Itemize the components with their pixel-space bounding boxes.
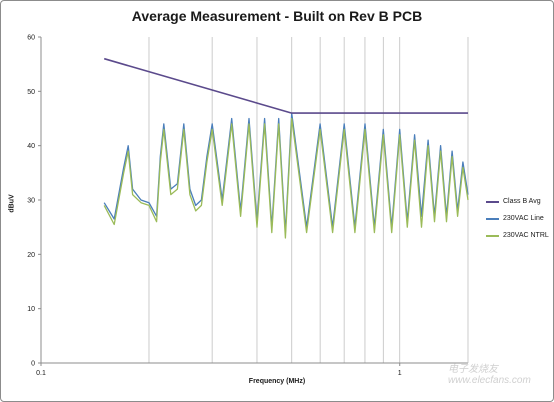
y-tick-label: 40 <box>27 143 35 150</box>
legend-swatch <box>486 217 499 220</box>
y-tick-label: 20 <box>27 252 35 259</box>
y-tick-label: 60 <box>27 35 35 42</box>
chart-legend: Class B Avg 230VAC Line 230VAC NTRL <box>486 193 549 244</box>
y-tick-label: 30 <box>27 198 35 205</box>
legend-swatch <box>486 200 499 203</box>
chart-title: Average Measurement - Built on Rev B PCB <box>131 8 423 24</box>
legend-item: 230VAC NTRL <box>486 227 549 244</box>
series-line <box>103 117 469 239</box>
y-tick-label: 10 <box>27 306 35 313</box>
legend-item: 230VAC Line <box>486 210 549 227</box>
x-tick-label: 1 <box>398 370 402 377</box>
legend-item: Class B Avg <box>486 193 549 210</box>
series-line <box>103 57 468 114</box>
legend-label: 230VAC Line <box>503 215 544 222</box>
y-tick-label: 0 <box>31 361 35 368</box>
legend-label: 230VAC NTRL <box>503 232 549 239</box>
y-tick-label: 50 <box>27 89 35 96</box>
x-tick-label: 0.1 <box>36 370 46 377</box>
x-axis-title: Frequency (MHz) <box>248 378 306 385</box>
legend-label: Class B Avg <box>503 198 541 205</box>
legend-swatch <box>486 234 499 237</box>
watermark: 电子发烧友 www.elecfans.com <box>448 364 531 386</box>
